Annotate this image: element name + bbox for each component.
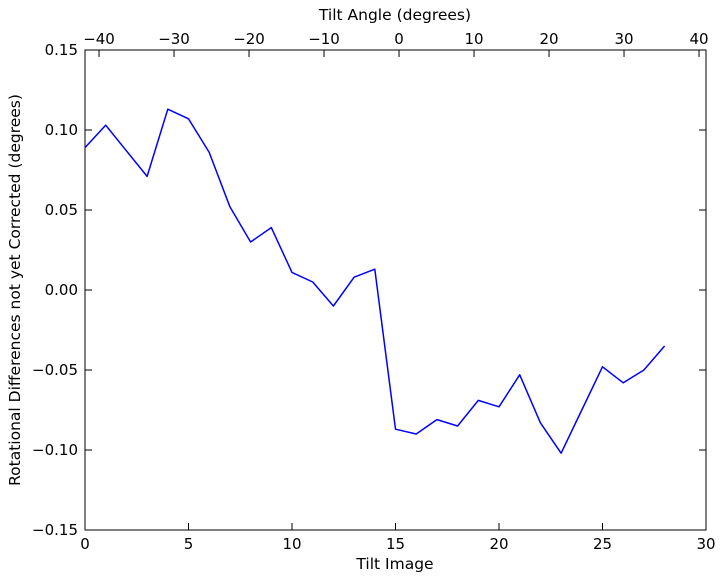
y-tick-label: 0.15: [45, 41, 78, 59]
y-tick-label: 0.05: [45, 201, 78, 219]
top-tick-label: −10: [308, 30, 340, 48]
top-tick-label: 20: [539, 30, 558, 48]
top-tick-label: 0: [394, 30, 404, 48]
y-axis-ticks: 0.15 0.10 0.05 0.00 −0.05 −0.10 −0.15: [32, 41, 706, 539]
bottom-axis-ticks: 0 5 10 15 20 25 30: [80, 523, 716, 553]
bottom-axis-label: Tilt Image: [355, 555, 433, 573]
x-tick-label: 30: [696, 535, 715, 553]
x-tick-label: 5: [184, 535, 194, 553]
y-axis-label: Rotational Differences not yet Corrected…: [6, 94, 24, 486]
x-tick-label: 20: [489, 535, 508, 553]
top-tick-label: 30: [614, 30, 633, 48]
plot-area-border: [84, 49, 707, 531]
y-tick-label: 0.00: [45, 281, 78, 299]
y-tick-label: −0.10: [32, 441, 78, 459]
top-axis-ticks: −40 −30 −20 −10 0 10 20 30 40: [83, 30, 709, 57]
top-tick-label: −40: [83, 30, 115, 48]
top-tick-label: −20: [233, 30, 265, 48]
x-tick-label: 15: [386, 535, 405, 553]
x-tick-label: 10: [282, 535, 301, 553]
y-tick-label: −0.05: [32, 361, 78, 379]
x-tick-label: 0: [80, 535, 90, 553]
x-tick-label: 25: [593, 535, 612, 553]
y-tick-label: 0.10: [45, 121, 78, 139]
top-tick-label: 10: [464, 30, 483, 48]
data-line: [84, 108, 666, 454]
top-tick-label: −30: [158, 30, 190, 48]
y-tick-label: −0.15: [32, 521, 78, 539]
top-axis-title: Tilt Angle (degrees): [318, 6, 471, 24]
top-tick-label: 40: [689, 30, 708, 48]
